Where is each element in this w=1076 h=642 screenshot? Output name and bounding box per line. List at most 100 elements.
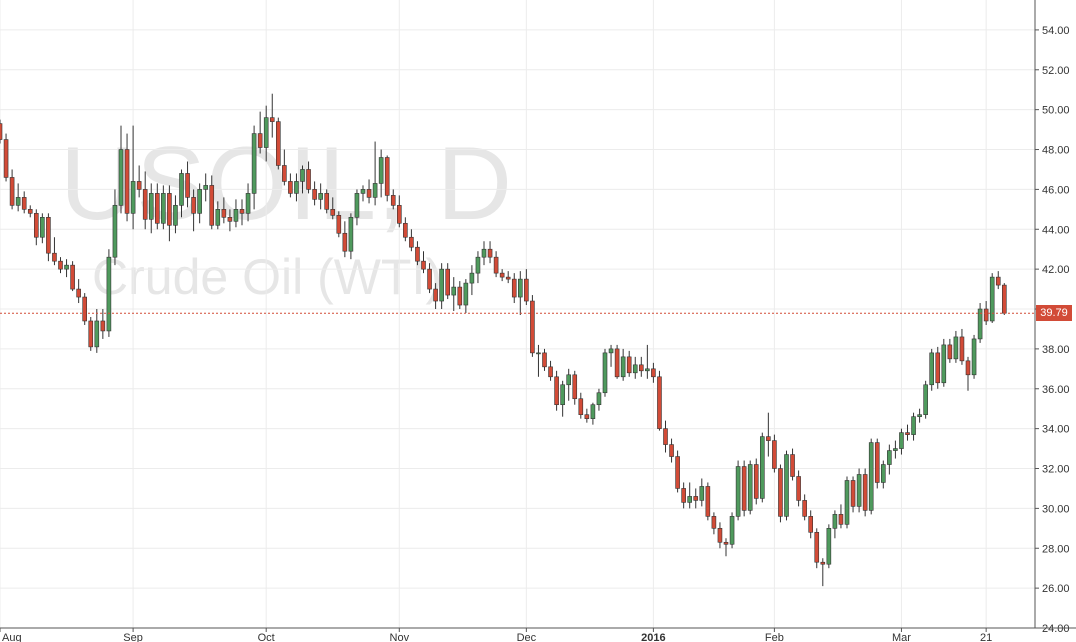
candle-up — [348, 217, 354, 252]
candle-down — [741, 466, 747, 511]
candle-up — [203, 185, 208, 190]
candle-up — [826, 528, 832, 565]
candle-up — [173, 205, 178, 226]
x-tick-label: Mar — [892, 632, 911, 642]
candle-down — [614, 348, 620, 378]
candle-down — [336, 215, 342, 234]
candle-down — [275, 121, 281, 166]
y-tick-label: 50.00 — [1042, 105, 1070, 117]
candle-down — [421, 260, 426, 270]
candle-up — [923, 384, 928, 415]
candle-down — [227, 217, 233, 222]
y-tick-label: 30.00 — [1042, 503, 1070, 515]
candle-down — [796, 476, 801, 501]
candle-down — [778, 468, 783, 517]
candle-down — [433, 288, 438, 302]
candle-down — [808, 516, 814, 533]
candle-down — [136, 181, 142, 190]
candle-down — [330, 209, 336, 216]
candle-down — [0, 123, 3, 140]
candle-up — [917, 414, 922, 417]
candle-up — [699, 486, 705, 501]
candle-down — [862, 474, 868, 511]
candle-up — [94, 320, 100, 348]
candle-up — [899, 432, 904, 449]
candle-up — [148, 193, 154, 220]
candle-down — [288, 181, 293, 194]
candle-up — [294, 181, 299, 194]
candle-up — [880, 464, 886, 483]
candle-down — [9, 177, 15, 206]
candle-up — [596, 392, 602, 406]
candle-down — [505, 276, 511, 280]
y-tick-label: 26.00 — [1042, 583, 1070, 595]
candle-down — [959, 336, 965, 362]
candle-down — [578, 398, 584, 415]
candle-up — [989, 276, 995, 322]
candle-up — [161, 193, 166, 224]
candle-down — [530, 300, 535, 354]
y-tick-label: 36.00 — [1042, 384, 1070, 396]
candle-up — [687, 496, 693, 503]
candle-down — [657, 376, 662, 429]
candle-down — [790, 454, 795, 477]
candle-up — [112, 205, 118, 258]
candle-down — [499, 272, 505, 278]
x-tick-label: Feb — [765, 632, 784, 642]
x-tick-label: 2016 — [641, 632, 665, 642]
candle-down — [155, 193, 160, 224]
candle-up — [536, 352, 541, 355]
candle-down — [312, 189, 317, 200]
candle-up — [620, 356, 626, 378]
candle-down — [820, 561, 826, 565]
candle-down — [306, 169, 311, 190]
candle-down — [487, 248, 493, 258]
candle-up — [517, 278, 523, 298]
candle-down — [626, 356, 632, 374]
candle-down — [493, 256, 499, 274]
candle-up — [953, 336, 959, 360]
candle-up — [560, 384, 565, 406]
y-tick-label: 32.00 — [1042, 464, 1070, 476]
candle-up — [197, 189, 202, 214]
candle-down — [390, 195, 396, 206]
candle-down — [457, 286, 463, 306]
candle-up — [179, 173, 184, 206]
candle-down — [947, 344, 953, 360]
candle-up — [475, 256, 481, 274]
candle-down — [554, 376, 559, 406]
candle-up — [868, 442, 874, 511]
candle-down — [21, 197, 27, 210]
candle-down — [681, 488, 686, 503]
candle-up — [451, 286, 457, 296]
candle-up — [608, 348, 614, 354]
candle-down — [185, 173, 190, 198]
candle-down — [723, 541, 729, 545]
candle-up — [354, 193, 360, 218]
candle-down — [935, 352, 941, 384]
candle-down — [838, 514, 844, 525]
y-tick-label: 46.00 — [1042, 184, 1070, 196]
candle-down — [415, 246, 420, 262]
last-price-tag: 39.79 — [1036, 305, 1072, 322]
candle-up — [118, 149, 124, 206]
candle-up — [263, 117, 269, 148]
candle-up — [844, 480, 850, 525]
candle-up — [645, 368, 650, 372]
candle-down — [675, 456, 680, 489]
candle-down — [651, 368, 656, 378]
candle-down — [239, 209, 245, 214]
candle-down — [542, 352, 547, 368]
candle-up — [439, 268, 444, 302]
candle-down — [46, 217, 51, 254]
candle-up — [632, 364, 638, 374]
x-tick-label: Dec — [517, 632, 537, 642]
y-tick-label: 42.00 — [1042, 264, 1070, 276]
candle-down — [524, 278, 529, 302]
candle-down — [874, 442, 880, 483]
candle-down — [191, 197, 196, 214]
candle-up — [929, 352, 935, 386]
candle-down — [70, 264, 75, 290]
